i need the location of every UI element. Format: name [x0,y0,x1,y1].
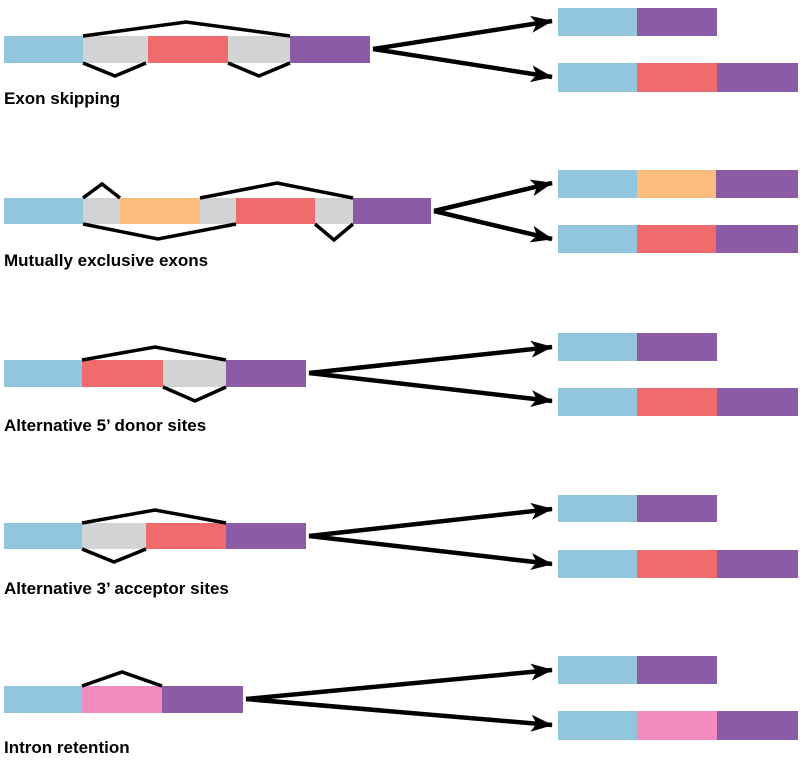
mrna-segment-red [637,550,717,578]
splice-arrow [245,696,553,732]
row-label: Intron retention [4,738,130,757]
mrna-segment-blue [558,495,637,522]
mrna-segment-blue [558,8,637,36]
splice-path-bottom [162,385,227,403]
mrna-segment-blue [558,550,637,578]
row-label: Alternative 5’ donor sites [4,416,206,435]
mrna-segment-blue [558,388,637,416]
splice-path-bottom [227,61,291,78]
pre-mrna-segment-gray [315,198,353,224]
mrna-segment-purple [717,711,798,740]
pre-mrna-segment-purple [226,523,306,549]
splice-arrow [433,208,553,243]
splice-path-bottom [82,222,237,241]
mrna-segment-red [637,63,717,92]
mrna-segment-blue [558,225,637,253]
pre-mrna-segment-gray [228,36,290,63]
splice-path-top [81,181,122,200]
splice-arrow [308,502,553,539]
row-label: Alternative 3’ acceptor sites [4,579,229,598]
splice-path-bottom [313,222,355,243]
mrna-segment-red [637,225,716,253]
mrna-segment-purple [637,333,717,361]
splice-path-top [82,20,291,38]
mrna-segment-blue [558,656,637,684]
splice-arrow [372,15,553,52]
pre-mrna-segment-purple [162,686,243,713]
splice-path-top [81,508,227,525]
mrna-segment-purple [716,170,798,198]
pre-mrna-segment-gray [200,198,236,224]
mrna-segment-red [637,388,717,416]
splice-arrow [245,663,553,702]
mrna-segment-purple [717,550,798,578]
splice-arrow [308,370,553,408]
pre-mrna-segment-pink [82,686,162,713]
splice-arrow [308,340,553,376]
row-label: Exon skipping [4,89,120,108]
mrna-segment-blue [558,333,637,361]
mrna-segment-purple [637,656,717,684]
pre-mrna-segment-blue [4,360,82,387]
splice-path-bottom [82,61,147,78]
mrna-segment-purple [717,63,798,92]
splice-path-top [81,345,227,362]
splice-arrow [372,46,553,83]
pre-mrna-segment-red [146,523,226,549]
pre-mrna-segment-gray [163,360,226,387]
splice-path-bottom [81,547,147,564]
pre-mrna-segment-red [236,198,315,224]
pre-mrna-segment-blue [4,686,82,713]
row-label: Mutually exclusive exons [4,251,208,270]
mrna-segment-blue [558,711,637,740]
splice-arrow [308,533,553,571]
mrna-segment-purple [717,388,798,416]
mrna-segment-purple [637,8,717,36]
mrna-segment-pink [637,711,717,740]
splice-path-top [81,670,163,688]
splice-arrow [433,179,553,214]
mrna-segment-blue [558,170,637,198]
pre-mrna-segment-red [82,360,163,387]
pre-mrna-segment-orange [120,198,200,224]
pre-mrna-segment-gray [83,36,148,63]
mrna-segment-purple [637,495,717,522]
pre-mrna-segment-red [148,36,228,63]
mrna-segment-blue [558,63,637,92]
pre-mrna-segment-blue [4,523,82,549]
pre-mrna-segment-purple [353,198,431,224]
pre-mrna-segment-blue [4,198,83,224]
pre-mrna-segment-purple [226,360,306,387]
splice-path-top [199,181,354,200]
pre-mrna-segment-blue [4,36,83,63]
mrna-segment-purple [716,225,798,253]
mrna-segment-orange [637,170,716,198]
pre-mrna-segment-purple [290,36,370,63]
pre-mrna-segment-gray [82,523,146,549]
pre-mrna-segment-gray [83,198,120,224]
